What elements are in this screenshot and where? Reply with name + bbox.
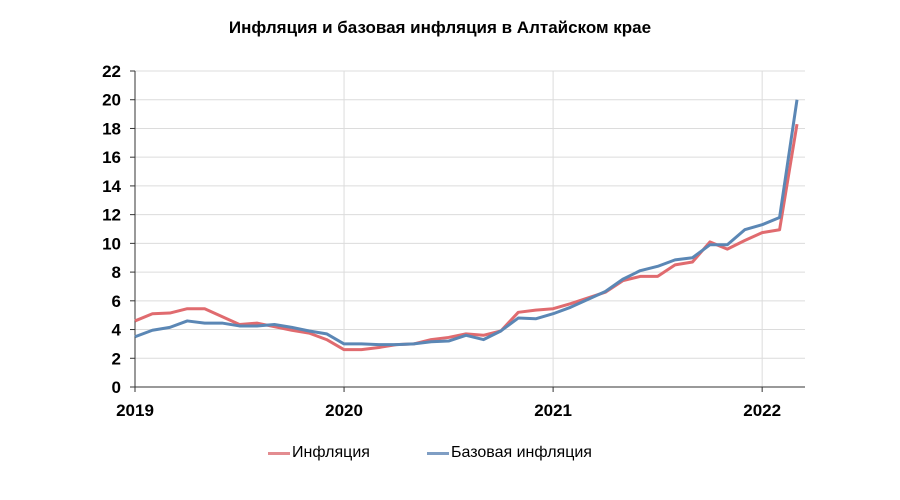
x-tick-label: 2019	[116, 401, 154, 420]
series-line-1	[134, 99, 799, 347]
y-tick-label: 10	[102, 234, 121, 253]
legend-swatch-blue	[427, 451, 449, 455]
y-tick-label: 12	[102, 206, 121, 225]
y-tick-label: 22	[102, 62, 121, 81]
y-tick-label: 14	[102, 177, 121, 196]
legend-item-core-inflation: Базовая инфляция	[427, 444, 592, 462]
chart-title: Инфляция и базовая инфляция в Алтайском …	[228, 18, 652, 37]
y-tick-label: 20	[102, 91, 121, 110]
series-line-0	[134, 123, 799, 352]
y-tick-label: 16	[102, 148, 121, 167]
y-tick-label: 18	[102, 119, 121, 138]
legend-label: Базовая инфляция	[451, 444, 592, 461]
x-tick-label: 2022	[743, 401, 781, 420]
legend-swatch-red	[268, 451, 290, 455]
y-tick-label: 6	[112, 292, 121, 311]
y-tick-label: 0	[112, 378, 121, 397]
y-tick-label: 8	[112, 263, 121, 282]
x-tick-label: 2020	[325, 401, 363, 420]
x-tick-label: 2021	[534, 401, 572, 420]
legend-label: Инфляция	[292, 444, 370, 461]
y-tick-label: 2	[112, 349, 121, 368]
y-tick-label: 4	[112, 321, 122, 340]
legend-item-inflation: Инфляция	[268, 444, 370, 462]
